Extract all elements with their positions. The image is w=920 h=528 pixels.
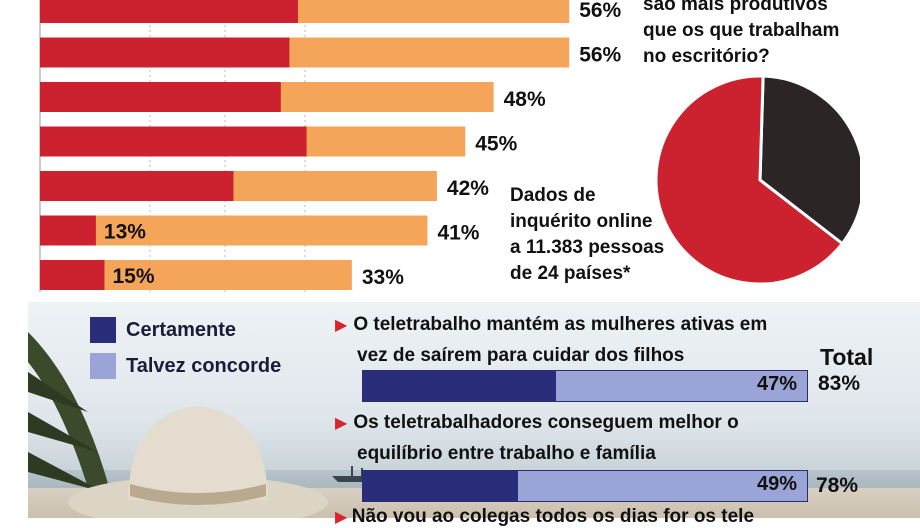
legend-swatch — [90, 317, 116, 343]
statement-text: Os teletrabalhadores conseguem melhor o — [353, 412, 739, 433]
triangle-bullet-icon: ▶ — [335, 415, 348, 432]
survey-note-line: a 11.383 pessoas — [510, 237, 665, 258]
survey-note: Dados de inquérito online a 11.383 pesso… — [510, 183, 680, 287]
bar-inner-label: 15% — [113, 265, 155, 288]
agreement-total: 78% — [816, 474, 859, 497]
triangle-bullet-icon: ▶ — [335, 317, 348, 334]
survey-note-line: Dados de — [510, 185, 596, 206]
statement: ▶ O teletrabalho mantém as mulheres ativa… — [335, 310, 805, 371]
agreement-bar: 49% — [362, 470, 808, 502]
statement-line: ▶ Os teletrabalhadores conseguem melhor o — [335, 408, 805, 439]
pie-question-line: que os que trabalham — [643, 20, 840, 41]
bar-total-label: 56% — [579, 0, 621, 22]
agreement-bar-label: 47% — [756, 373, 797, 395]
legend-item: Talvez concorde — [90, 348, 281, 384]
bar-total-label: 48% — [504, 88, 546, 111]
statement: ▶ Os teletrabalhadores conseguem melhor o… — [335, 408, 805, 469]
statement-text: Não vou ao colegas todos os dias for os … — [351, 506, 755, 527]
palm-leaf-icon — [28, 332, 118, 518]
bar-inner — [40, 171, 234, 201]
bar-total-label: 45% — [475, 133, 517, 156]
pie-question: são mais produtivos que os que trabalham… — [643, 0, 883, 70]
statement-text: O teletrabalho mantém as mulheres ativas… — [353, 314, 768, 335]
bar-total-label: 56% — [579, 44, 621, 67]
agreement-total: 83% — [818, 372, 861, 395]
bar-inner — [40, 0, 298, 23]
bar-total — [40, 215, 428, 246]
sun-hat-icon — [68, 406, 328, 518]
legend-label: Talvez concorde — [126, 354, 282, 377]
statement-line: ▶ O teletrabalho mantém as mulheres ativa… — [335, 310, 805, 341]
top-bar-chart: 56% 56% 48% 45% 42% 13% 41% 15% 33% — [39, 0, 622, 292]
legend-item: Certamente — [90, 312, 281, 348]
bar-total-label: 41% — [437, 222, 479, 245]
legend-swatch — [90, 353, 116, 379]
agreement-bar-certainly — [363, 471, 519, 501]
pie-question-line: são mais produtivos — [643, 0, 828, 15]
survey-note-line: inquérito online — [510, 211, 653, 232]
pie-slice — [654, 74, 845, 286]
statement-line: vez de saírem para cuidar dos filhos — [357, 345, 685, 366]
total-header: Total — [820, 344, 874, 370]
agreement-bar: 47% — [362, 370, 808, 402]
legend: Certamente Talvez concorde — [90, 312, 281, 384]
pie-question-line: no escritório? — [643, 46, 770, 67]
survey-note-line: de 24 países* — [510, 263, 631, 284]
agreement-bar-label: 49% — [756, 473, 797, 495]
agreement-bar-certainly — [363, 371, 556, 401]
bar-total-label: 33% — [362, 266, 404, 289]
pie-slice — [758, 74, 860, 246]
legend-label: Certamente — [126, 318, 237, 341]
bar-inner-label: 13% — [104, 221, 146, 244]
statement-line: equilíbrio entre trabalho e família — [357, 443, 656, 464]
bar-total-label: 42% — [447, 177, 489, 200]
bar-inner — [40, 37, 290, 68]
pie-chart — [654, 74, 860, 286]
statement-cut: ▶ Não vou ao colegas todos os dias for o… — [335, 506, 754, 528]
bar-inner — [40, 215, 96, 246]
bar-inner — [40, 82, 281, 112]
bar-inner — [40, 126, 307, 157]
bar-inner — [40, 260, 105, 290]
